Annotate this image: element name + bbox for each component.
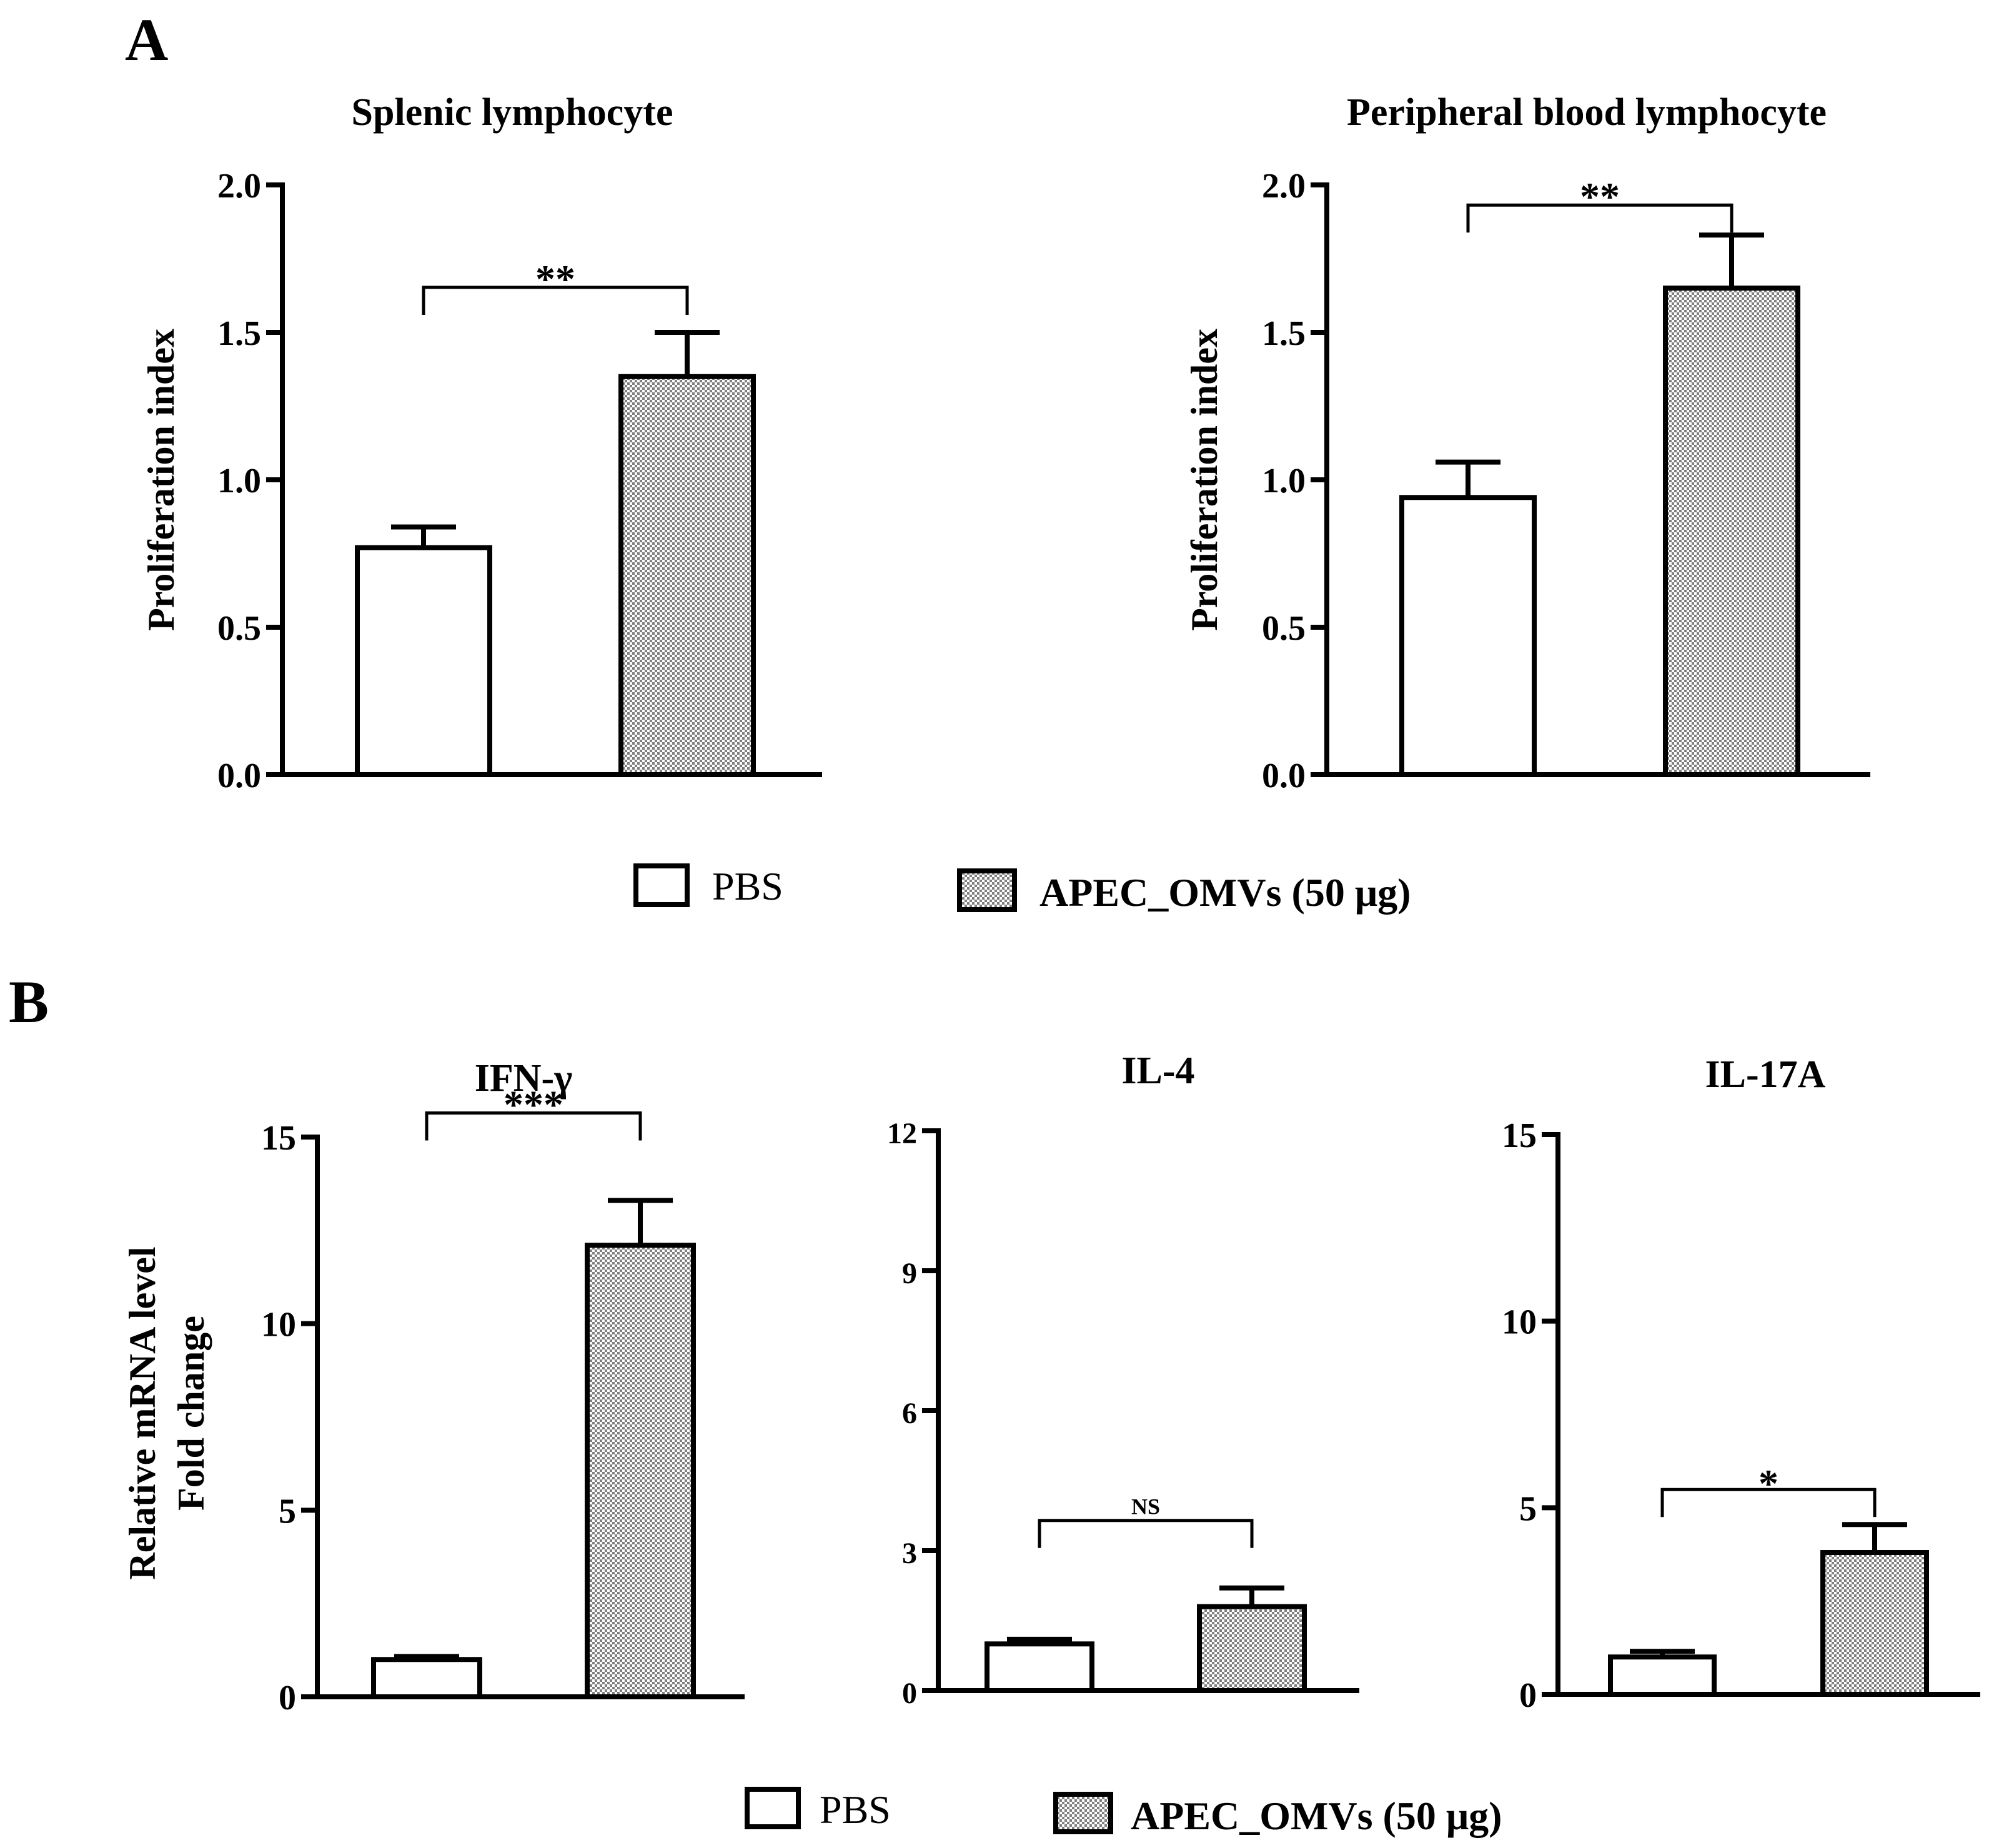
legend-b-pbs-label: PBS bbox=[820, 1787, 891, 1832]
y-tick-label: 15 bbox=[1502, 1116, 1537, 1155]
significance-bracket bbox=[422, 286, 689, 315]
significance-bracket bbox=[425, 1111, 642, 1141]
significance-label: * bbox=[1758, 1461, 1778, 1506]
chart-3: IL-4 0 3 6 9 12 NS bbox=[887, 1050, 1359, 1710]
chart-2: IFN-γ Relative mRNA level Fold change 0 5 10 1… bbox=[122, 1057, 745, 1717]
legend-b-pbs-swatch bbox=[745, 1787, 801, 1829]
y-tick-label: 0.0 bbox=[217, 757, 261, 795]
bar-pbs bbox=[355, 545, 492, 777]
y-tick-label: 15 bbox=[261, 1119, 296, 1158]
chart-1: Peripheral blood lymphocyte Proliferation… bbox=[1184, 91, 1870, 795]
significance-label: ** bbox=[1580, 174, 1620, 219]
y-axis-label: Proliferation index bbox=[1184, 329, 1225, 631]
legend-a-pbs-label: PBS bbox=[712, 864, 783, 908]
y-axis-label-line: Fold change bbox=[171, 1316, 212, 1511]
y-axis-label: Relative mRNA level Fold change bbox=[122, 1246, 212, 1579]
bar-pbs bbox=[1399, 495, 1537, 777]
bar-pbs bbox=[1608, 1654, 1717, 1697]
y-axis-label: Proliferation index bbox=[141, 329, 182, 631]
y-tick-label: 10 bbox=[261, 1306, 296, 1344]
legend-a-omv-swatch bbox=[957, 868, 1017, 912]
y-tick-label: 0 bbox=[902, 1677, 917, 1710]
bar-apec-omvs bbox=[1197, 1604, 1307, 1694]
bar-apec-omvs bbox=[618, 374, 756, 777]
y-tick-label: 3 bbox=[902, 1537, 917, 1570]
chart-0: Splenic lymphocyte Proliferation index 0.0… bbox=[141, 91, 822, 795]
y-axis-label-line: Relative mRNA level bbox=[122, 1246, 163, 1579]
chart-title: IL-4 bbox=[1121, 1050, 1194, 1092]
y-tick-label: 0 bbox=[1519, 1676, 1537, 1715]
panel-label-a: A bbox=[125, 6, 168, 73]
significance-label: ** bbox=[535, 257, 575, 301]
y-tick-label: 1.0 bbox=[217, 462, 261, 500]
y-tick-label: 0.0 bbox=[1262, 757, 1306, 795]
significance-label: NS bbox=[1131, 1494, 1160, 1519]
legend-a-omv-label: APEC_OMVs (50 μg) bbox=[1039, 870, 1411, 915]
legend-b-omv-swatch bbox=[1053, 1792, 1113, 1834]
chart-title: IFN-γ bbox=[475, 1057, 572, 1100]
y-tick-label: 0.5 bbox=[1262, 609, 1306, 648]
y-tick-label: 1.5 bbox=[1262, 314, 1306, 353]
chart-title: Splenic lymphocyte bbox=[352, 91, 673, 134]
legend-b: PBS APEC_OMVs (50 μg) bbox=[745, 1787, 1502, 1838]
significance-bracket bbox=[1466, 203, 1734, 233]
charts: Splenic lymphocyte Proliferation index 0.0… bbox=[122, 91, 1980, 1717]
significance-bracket bbox=[1038, 1519, 1254, 1548]
significance-bracket bbox=[1660, 1488, 1877, 1518]
y-tick-label: 9 bbox=[902, 1257, 917, 1290]
bar-apec-omvs bbox=[585, 1243, 696, 1699]
bar-pbs bbox=[371, 1657, 482, 1699]
y-tick-label: 2.0 bbox=[217, 167, 261, 206]
chart-title: IL-17A bbox=[1705, 1053, 1826, 1096]
legend-b-omv-label: APEC_OMVs (50 μg) bbox=[1131, 1794, 1502, 1838]
bar-pbs bbox=[985, 1641, 1094, 1693]
panel-label-b: B bbox=[9, 968, 49, 1035]
y-tick-label: 12 bbox=[887, 1117, 917, 1150]
bar-apec-omvs bbox=[1820, 1550, 1929, 1697]
legend-a: PBS APEC_OMVs (50 μg) bbox=[633, 863, 1411, 915]
chart-title: Peripheral blood lymphocyte bbox=[1347, 91, 1827, 134]
y-tick-label: 1.0 bbox=[1262, 462, 1306, 500]
y-tick-label: 1.5 bbox=[217, 314, 261, 353]
y-tick-label: 0 bbox=[279, 1679, 296, 1717]
y-tick-label: 6 bbox=[902, 1397, 917, 1430]
y-tick-label: 0.5 bbox=[217, 609, 261, 648]
y-tick-label: 10 bbox=[1502, 1303, 1537, 1342]
legend-a-pbs-swatch bbox=[633, 863, 690, 907]
significance-label: *** bbox=[503, 1083, 563, 1127]
y-tick-label: 5 bbox=[279, 1492, 296, 1531]
y-tick-label: 5 bbox=[1519, 1489, 1537, 1528]
bar-apec-omvs bbox=[1663, 286, 1800, 777]
chart-4: IL-17A 0 5 10 15 * bbox=[1502, 1053, 1980, 1715]
y-tick-label: 2.0 bbox=[1262, 167, 1306, 206]
